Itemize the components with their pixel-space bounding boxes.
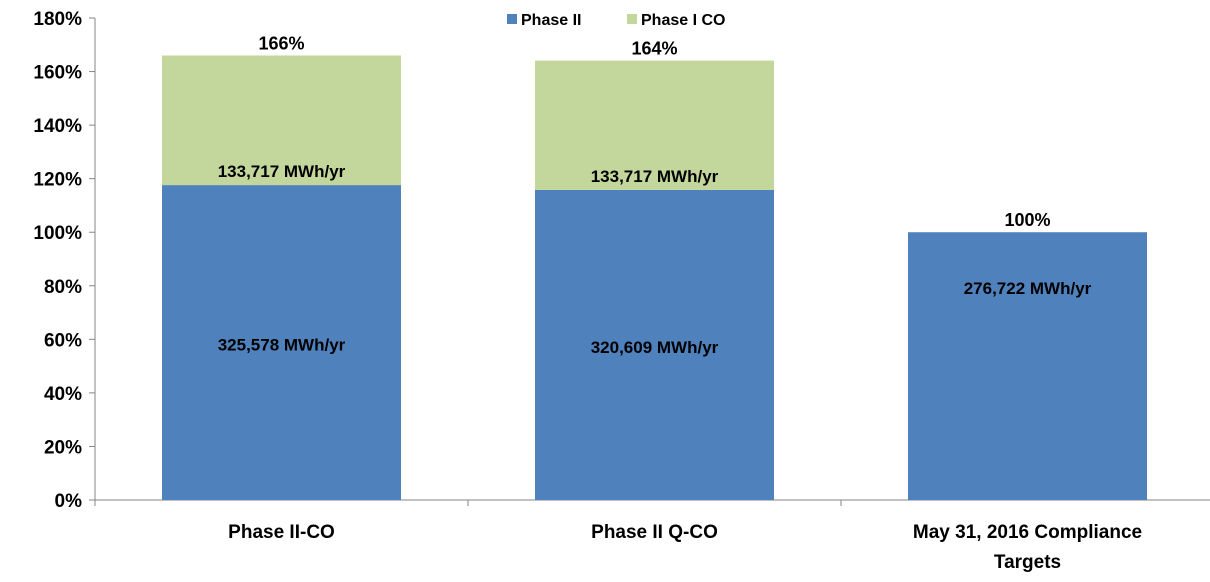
legend-label: Phase I CO: [641, 12, 725, 29]
bar-segment: [162, 55, 401, 186]
y-tick-label: 120%: [33, 170, 82, 191]
x-category-label: Phase II Q-CO: [591, 522, 718, 543]
bar-data-label: 320,609 MWh/yr: [591, 338, 719, 357]
bar-data-label: 276,722 MWh/yr: [964, 279, 1092, 298]
legend-swatch: [507, 14, 517, 24]
bar-data-label: 133,717 MWh/yr: [591, 167, 719, 186]
bar-segment: [535, 60, 774, 190]
bars: [162, 55, 1147, 501]
legend: Phase II Phase I CO: [507, 12, 725, 29]
y-tick-label: 160%: [33, 63, 82, 84]
y-tick-label: 60%: [44, 330, 82, 351]
y-tick-label: 100%: [33, 223, 82, 244]
y-tick-label: 20%: [44, 437, 82, 458]
x-category-label: May 31, 2016 Compliance Targets: [913, 522, 1142, 573]
x-category-label: Phase II-CO: [228, 522, 335, 543]
data-labels: 325,578 MWh/yr 133,717 MWh/yr 166% 320,609 …: [218, 33, 1092, 356]
bar-data-label: 325,578 MWh/yr: [218, 336, 346, 355]
y-tick-label: 80%: [44, 277, 82, 298]
legend-swatch: [627, 14, 637, 24]
y-tick-label: 180%: [33, 9, 82, 30]
bar-total-label: 100%: [1004, 210, 1050, 230]
bar-total-label: 164%: [631, 39, 677, 59]
bar-total-label: 166%: [258, 33, 304, 53]
legend-label: Phase II: [521, 12, 581, 29]
y-tick-label: 0%: [55, 491, 83, 512]
bar-segment: [162, 185, 401, 501]
bar-segment: [535, 189, 774, 500]
y-tick-label: 140%: [33, 116, 82, 137]
y-tick-label: 40%: [44, 384, 82, 405]
axes: 0% 20% 40% 60% 80% 100% 120% 140% 160% 180% Phase …: [33, 9, 1210, 573]
bar-data-label: 133,717 MWh/yr: [218, 162, 346, 181]
bar-segment: [908, 232, 1147, 500]
